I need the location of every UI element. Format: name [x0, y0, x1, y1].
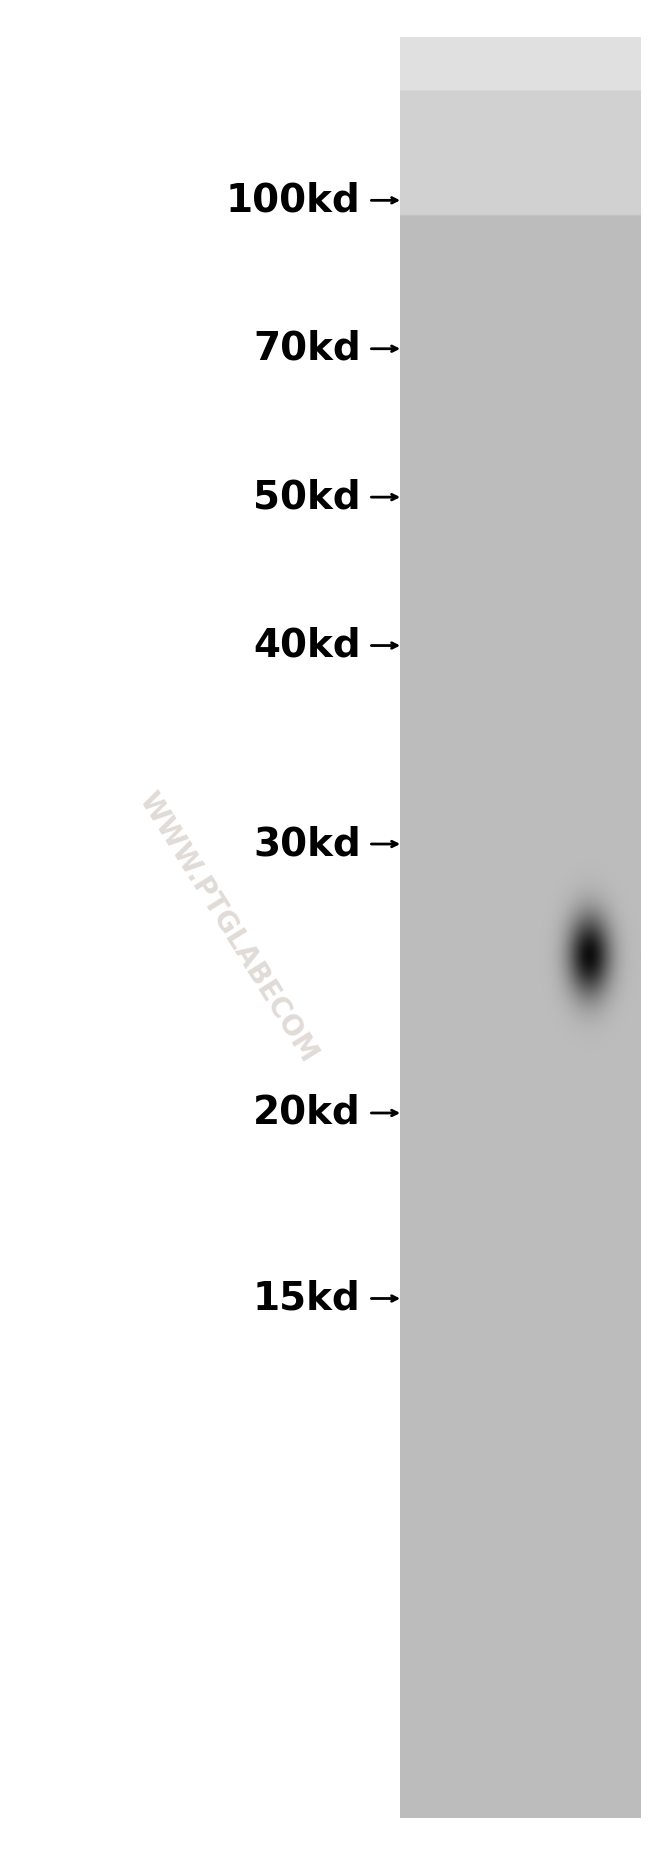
Text: WWW.PTGLABECOM: WWW.PTGLABECOM [133, 788, 322, 1067]
Text: 50kd: 50kd [253, 479, 361, 516]
Text: 15kd: 15kd [253, 1280, 361, 1317]
Text: 20kd: 20kd [253, 1094, 361, 1132]
Text: 30kd: 30kd [253, 825, 361, 863]
Text: 40kd: 40kd [253, 627, 361, 664]
Text: 100kd: 100kd [226, 182, 361, 219]
Text: 70kd: 70kd [253, 330, 361, 367]
